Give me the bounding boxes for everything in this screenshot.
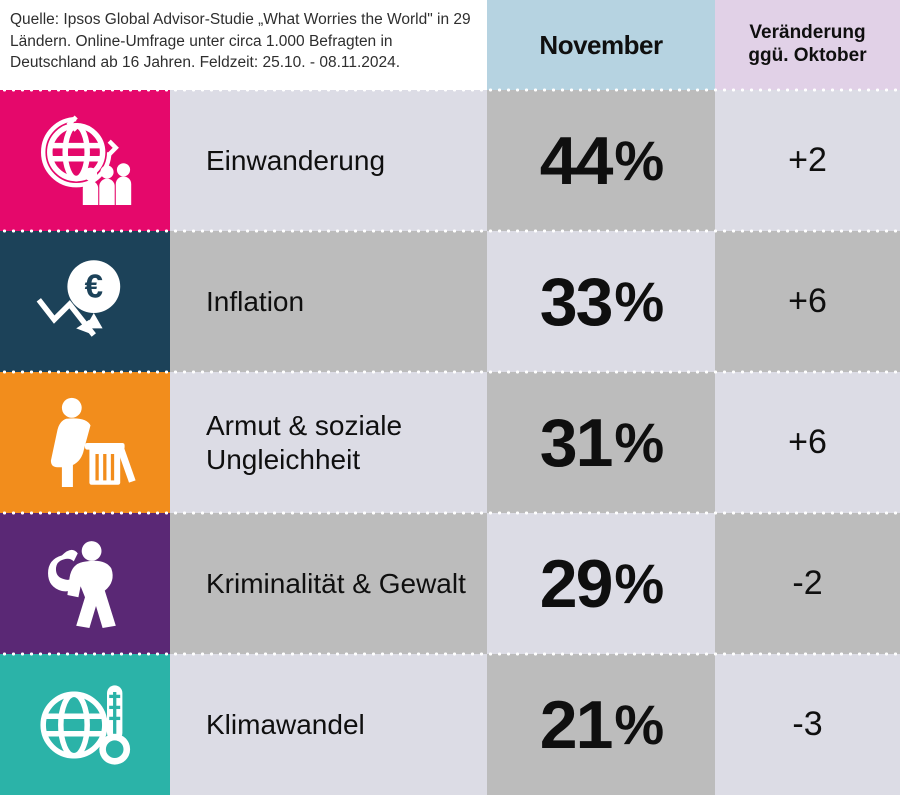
table-row: Armut & soziale Ungleichheit 31% +6 (0, 372, 900, 513)
row-label: Einwanderung (170, 90, 487, 231)
change-header-line1: Veränderung (749, 22, 865, 45)
source-text: Quelle: Ipsos Global Advisor-Studie „Wha… (0, 0, 487, 90)
row-label: Klimawandel (170, 654, 487, 795)
row-pct: 44% (487, 90, 715, 231)
november-header: November (487, 0, 715, 90)
euro-chart-icon: € (30, 247, 140, 357)
row-pct: 21% (487, 654, 715, 795)
change-header: Veränderung ggü. Oktober (715, 0, 900, 90)
icon-cell: € (0, 231, 170, 372)
poverty-bin-icon (30, 388, 140, 498)
icon-cell (0, 372, 170, 513)
row-delta: +6 (715, 372, 900, 513)
globe-people-icon (30, 106, 140, 216)
row-label: Kriminalität & Gewalt (170, 513, 487, 654)
icon-cell (0, 654, 170, 795)
row-pct: 31% (487, 372, 715, 513)
icon-cell (0, 90, 170, 231)
infographic-container: Quelle: Ipsos Global Advisor-Studie „Wha… (0, 0, 900, 795)
climate-icon (30, 670, 140, 780)
row-pct: 29% (487, 513, 715, 654)
row-delta: +6 (715, 231, 900, 372)
header-row: Quelle: Ipsos Global Advisor-Studie „Wha… (0, 0, 900, 90)
table-row: € Inflation 33% +6 (0, 231, 900, 372)
row-label: Inflation (170, 231, 487, 372)
row-delta: -3 (715, 654, 900, 795)
thief-icon (30, 529, 140, 639)
table-row: Einwanderung 44% +2 (0, 90, 900, 231)
change-header-line2: ggü. Oktober (748, 45, 866, 68)
row-delta: -2 (715, 513, 900, 654)
svg-text:€: € (85, 267, 103, 304)
row-pct: 33% (487, 231, 715, 372)
table-row: Kriminalität & Gewalt 29% -2 (0, 513, 900, 654)
row-delta: +2 (715, 90, 900, 231)
table-row: Klimawandel 21% -3 (0, 654, 900, 795)
icon-cell (0, 513, 170, 654)
row-label: Armut & soziale Ungleichheit (170, 372, 487, 513)
